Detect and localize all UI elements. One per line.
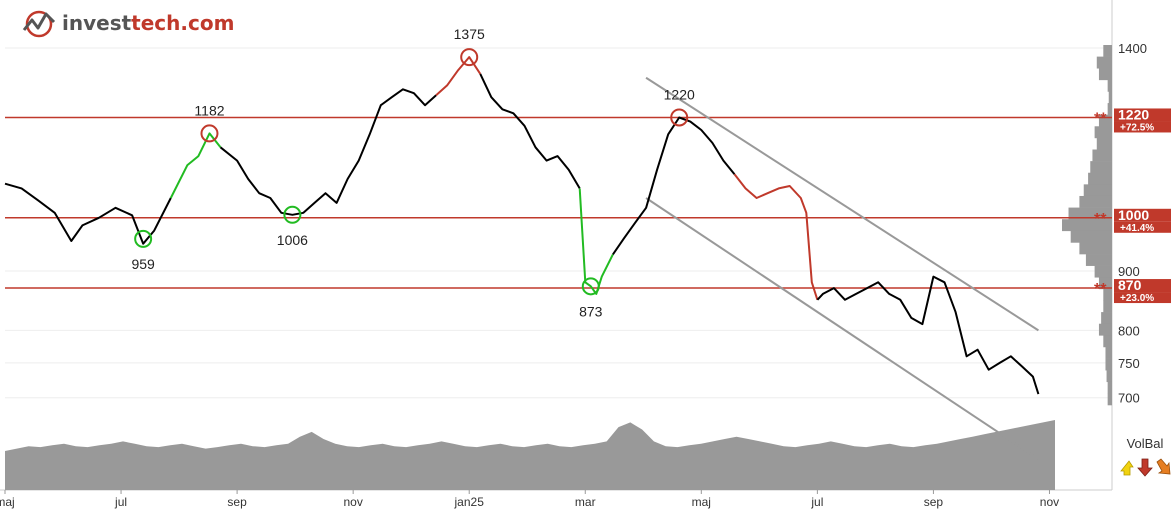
- volume-profile-bar: [1098, 323, 1112, 336]
- level-label: 1220: [1118, 106, 1149, 122]
- level-star-icon: **: [1094, 281, 1107, 298]
- x-tick-label: jul: [114, 495, 127, 509]
- level-pct-label: +41.4%: [1120, 223, 1154, 234]
- y-tick-label: 700: [1118, 391, 1140, 406]
- volume-profile-bar: [1094, 126, 1112, 139]
- bottom-marker: [581, 277, 600, 296]
- top-marker: [460, 48, 479, 67]
- logo-text-invest: invest: [62, 11, 132, 35]
- volume-profile-bar: [1098, 277, 1112, 290]
- volume-profile-bar: [1107, 381, 1112, 394]
- price-line-segment: [578, 188, 614, 295]
- level-pct-box: [1114, 121, 1171, 133]
- top-label: 1375: [454, 26, 485, 42]
- volume-profile-bar: [1105, 346, 1112, 359]
- channel-upper-line: [645, 76, 1039, 332]
- volume-area: [5, 420, 1055, 490]
- x-tick-label: sep: [227, 495, 247, 509]
- x-tick-label: mar: [575, 495, 596, 509]
- top-label: 1220: [664, 86, 695, 102]
- x-tick-label: jul: [810, 495, 823, 509]
- y-tick-label: 800: [1118, 323, 1140, 338]
- level-pct-label: +72.5%: [1120, 122, 1154, 133]
- x-tick-label: jan25: [454, 495, 485, 509]
- top-marker: [200, 124, 219, 143]
- price-line-segment: [169, 132, 222, 199]
- volume-profile-bar: [1103, 335, 1112, 348]
- volume-profile-bar: [1092, 149, 1112, 162]
- price-line-segment: [219, 88, 437, 216]
- volbal-panel: VolBal: [1118, 436, 1172, 477]
- volume-profile-bar: [1107, 79, 1112, 92]
- x-tick-label: maj: [692, 495, 711, 509]
- bottom-marker: [283, 205, 302, 224]
- volume-profile-bar: [1079, 195, 1112, 208]
- volume-profile-bar: [1103, 45, 1112, 57]
- volume-profile-bar: [1062, 219, 1112, 232]
- channel-lower-line: [645, 197, 1039, 460]
- level-star-icon: **: [1094, 110, 1107, 127]
- volume-profile-bar: [1103, 300, 1112, 313]
- price-line-segment: [733, 173, 819, 301]
- bottom-label: 959: [131, 256, 155, 272]
- price-line-segment: [816, 275, 1040, 395]
- level-label-box: [1114, 208, 1171, 222]
- bottom-label: 1006: [277, 232, 308, 248]
- up-arrow-icon: [1120, 460, 1134, 476]
- price-line-segment: [4, 182, 172, 245]
- volume-profile-bar: [1098, 68, 1112, 81]
- down-arrow-icon: [1137, 458, 1153, 477]
- x-tick-label: maj: [0, 495, 15, 509]
- top-label: 1182: [194, 102, 224, 118]
- y-tick-label: 900: [1118, 264, 1140, 279]
- volume-profile-bar: [1106, 370, 1112, 383]
- volume-profile-bar: [1096, 56, 1112, 69]
- volume-profile-bar: [1070, 230, 1112, 243]
- y-tick-label: 1400: [1118, 41, 1147, 56]
- x-tick-label: nov: [1040, 495, 1059, 509]
- x-tick-label: nov: [343, 495, 362, 509]
- volume-profile-bar: [1088, 172, 1112, 185]
- logo-mark-icon: [22, 10, 56, 38]
- volume-profile-bar: [1105, 358, 1112, 371]
- volume-profile-bar: [1085, 254, 1112, 266]
- level-label-box: [1114, 279, 1171, 293]
- level-pct-box: [1114, 292, 1171, 304]
- price-line-segment: [612, 116, 736, 255]
- top-marker: [670, 108, 689, 127]
- volume-profile-bar: [1108, 91, 1112, 104]
- level-star-icon: **: [1094, 211, 1107, 228]
- volume-profile-bar: [1079, 242, 1112, 255]
- level-label-box: [1114, 108, 1171, 122]
- volume-profile-bar: [1107, 393, 1112, 406]
- y-tick-label: 750: [1118, 356, 1140, 371]
- x-tick-label: sep: [924, 495, 944, 509]
- level-label: 1000: [1118, 207, 1149, 223]
- brand-logo[interactable]: invest tech.com: [22, 8, 234, 38]
- logo-text-tech: tech.com: [131, 11, 235, 35]
- price-line-segment: [479, 73, 581, 189]
- bottom-marker: [134, 229, 153, 248]
- volume-profile-bar: [1101, 312, 1112, 325]
- bottom-label: 873: [579, 303, 603, 319]
- volume-profile-bar: [1068, 207, 1112, 220]
- down-right-arrow-icon: [1156, 458, 1171, 475]
- volume-profile-bar: [1083, 184, 1112, 197]
- volbal-arrows: [1118, 457, 1172, 477]
- volume-profile-bar: [1098, 114, 1112, 127]
- volume-profile-bar: [1090, 161, 1112, 174]
- volume-profile-bar: [1103, 288, 1112, 301]
- volume-profile-bar: [1096, 137, 1112, 150]
- volume-profile-bar: [1094, 265, 1112, 278]
- level-pct-label: +23.0%: [1120, 293, 1154, 304]
- price-line-segment: [435, 56, 482, 96]
- volbal-label: VolBal: [1126, 436, 1164, 451]
- volume-profile-bar: [1107, 103, 1112, 115]
- level-label: 870: [1118, 277, 1142, 293]
- level-pct-box: [1114, 221, 1171, 233]
